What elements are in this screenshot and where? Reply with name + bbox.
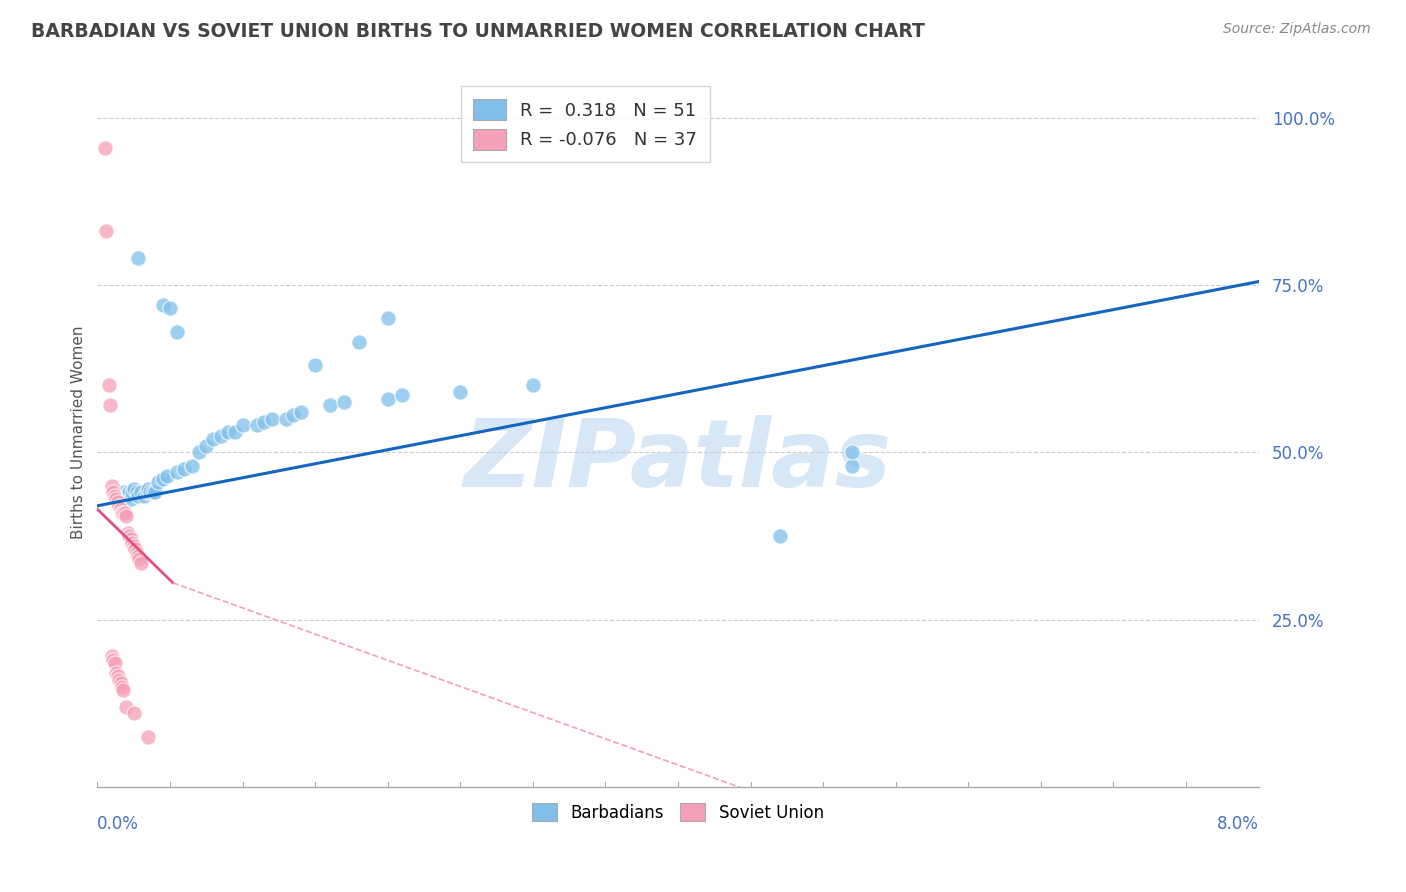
Point <box>449 384 471 399</box>
Point <box>115 699 138 714</box>
Point <box>118 485 141 500</box>
Point <box>125 485 148 500</box>
Point <box>101 479 124 493</box>
Point <box>217 425 239 440</box>
Point <box>274 412 297 426</box>
Point <box>97 378 120 392</box>
Point <box>103 653 125 667</box>
Point <box>107 495 129 509</box>
Point <box>159 301 181 316</box>
Point <box>202 432 225 446</box>
Point <box>107 669 129 683</box>
Text: BARBADIAN VS SOVIET UNION BIRTHS TO UNMARRIED WOMEN CORRELATION CHART: BARBADIAN VS SOVIET UNION BIRTHS TO UNMA… <box>31 22 925 41</box>
Point <box>121 485 143 500</box>
Point <box>115 489 138 503</box>
Point <box>260 412 283 426</box>
Point <box>304 358 326 372</box>
Point <box>145 485 167 500</box>
Point <box>391 388 413 402</box>
Point <box>283 409 305 423</box>
Point <box>122 706 145 721</box>
Point <box>180 458 202 473</box>
Point <box>347 334 370 349</box>
Y-axis label: Births to Unmarried Women: Births to Unmarried Women <box>72 326 86 539</box>
Point <box>105 666 128 681</box>
Point <box>93 141 115 155</box>
Point <box>141 485 163 500</box>
Point <box>114 506 136 520</box>
Point <box>318 398 340 412</box>
Point <box>121 535 143 549</box>
Point <box>195 439 218 453</box>
Point <box>127 251 149 265</box>
Legend: Barbadians, Soviet Union: Barbadians, Soviet Union <box>526 797 831 829</box>
Point <box>156 468 179 483</box>
Point <box>108 499 131 513</box>
Point <box>128 552 150 566</box>
Point <box>841 458 863 473</box>
Point <box>117 525 139 540</box>
Point <box>136 730 159 744</box>
Point <box>231 418 253 433</box>
Point <box>188 445 211 459</box>
Point <box>129 556 152 570</box>
Point <box>112 682 135 697</box>
Point <box>148 475 170 490</box>
Point <box>111 506 134 520</box>
Point <box>115 508 138 523</box>
Point <box>224 425 246 440</box>
Point <box>120 492 142 507</box>
Point <box>101 649 124 664</box>
Text: ZIPatlas: ZIPatlas <box>464 415 891 507</box>
Point <box>209 428 232 442</box>
Text: Source: ZipAtlas.com: Source: ZipAtlas.com <box>1223 22 1371 37</box>
Point <box>108 673 131 687</box>
Text: 0.0%: 0.0% <box>97 815 139 833</box>
Point <box>111 680 134 694</box>
Point <box>166 325 188 339</box>
Point <box>166 466 188 480</box>
Point <box>132 489 155 503</box>
Point <box>246 418 269 433</box>
Point <box>290 405 312 419</box>
Point <box>138 485 160 500</box>
Point <box>768 529 790 543</box>
Point <box>112 485 135 500</box>
Point <box>253 415 276 429</box>
Point <box>104 489 127 503</box>
Point <box>127 549 149 563</box>
Point <box>120 533 142 547</box>
Point <box>118 529 141 543</box>
Point <box>152 298 174 312</box>
Point <box>333 395 356 409</box>
Point <box>127 489 149 503</box>
Point <box>377 311 399 326</box>
Point <box>377 392 399 406</box>
Point <box>94 224 117 238</box>
Point <box>135 485 157 500</box>
Point <box>152 472 174 486</box>
Point <box>108 489 131 503</box>
Point <box>105 492 128 507</box>
Point <box>122 539 145 553</box>
Point <box>522 378 544 392</box>
Point <box>103 485 125 500</box>
Point <box>110 502 132 516</box>
Text: 8.0%: 8.0% <box>1216 815 1258 833</box>
Point <box>173 462 195 476</box>
Point <box>112 506 135 520</box>
Point <box>136 482 159 496</box>
Point <box>129 485 152 500</box>
Point <box>122 482 145 496</box>
Point <box>125 546 148 560</box>
Point <box>124 542 146 557</box>
Point <box>100 398 122 412</box>
Point <box>110 676 132 690</box>
Point <box>841 445 863 459</box>
Point <box>104 656 127 670</box>
